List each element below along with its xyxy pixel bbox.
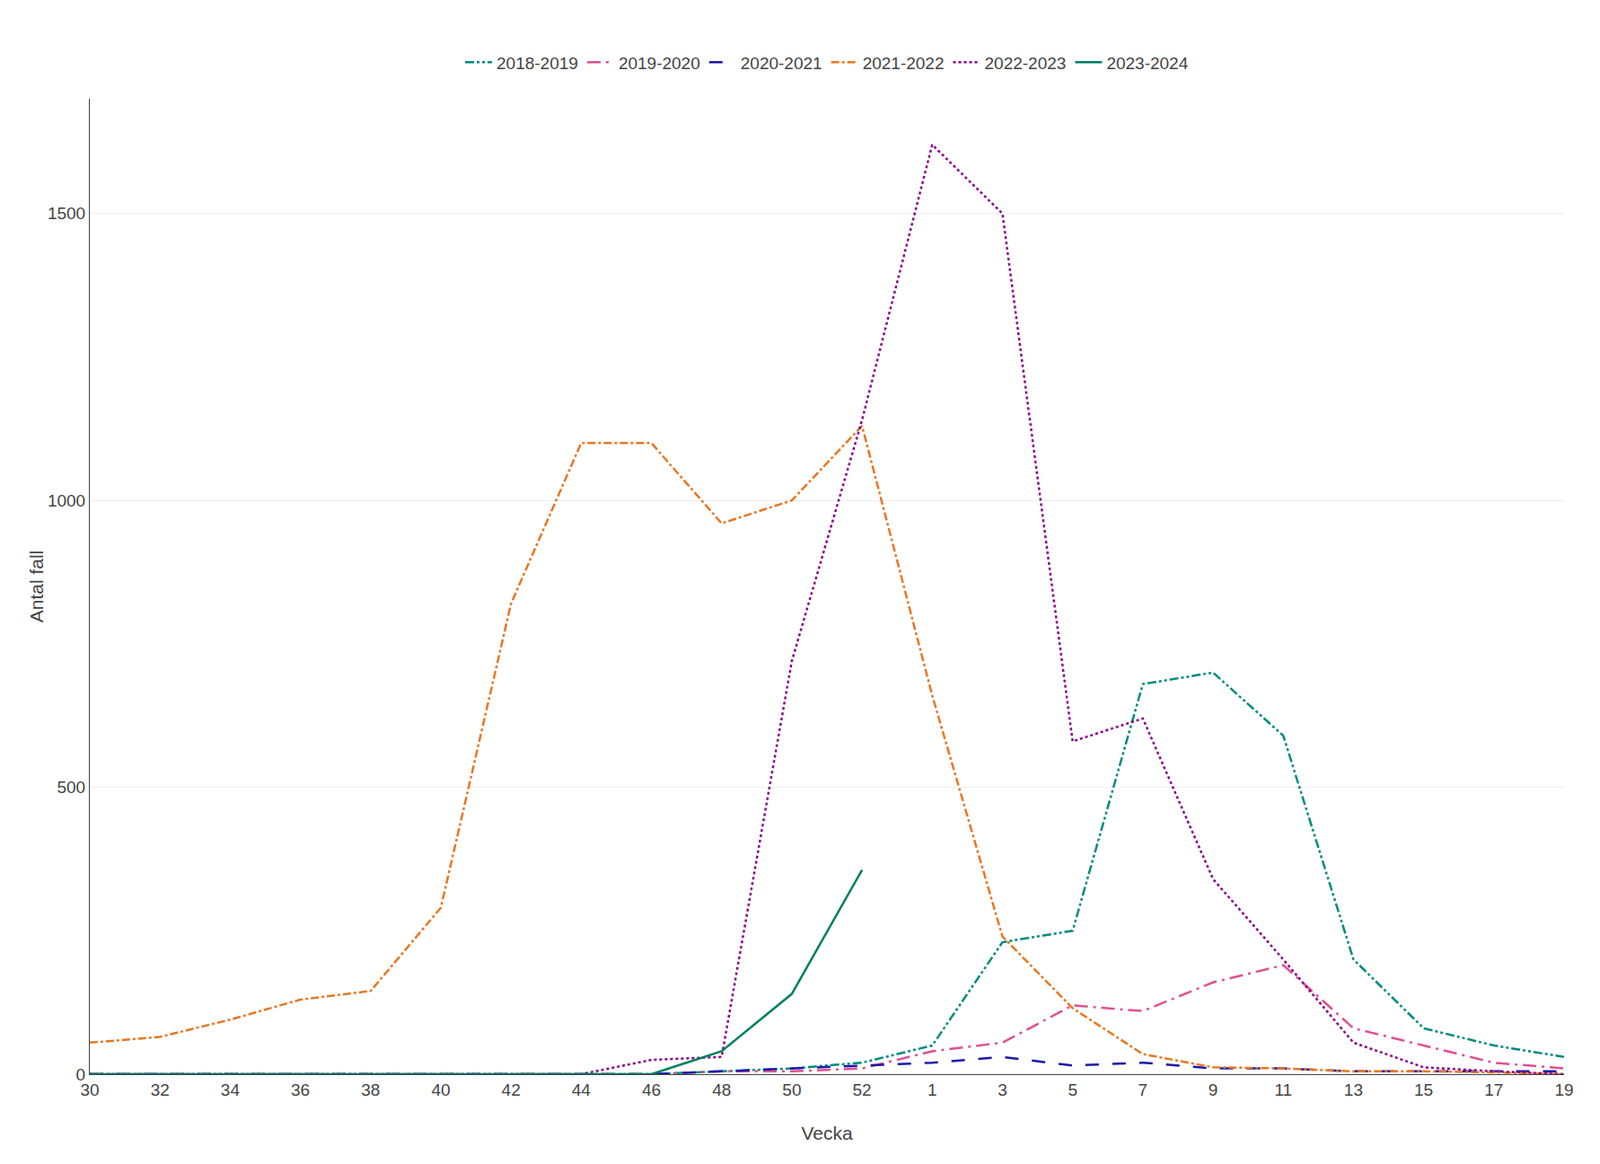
svg-text:40: 40	[430, 1080, 450, 1099]
svg-text:500: 500	[56, 777, 86, 797]
svg-text:11: 11	[1274, 1080, 1293, 1099]
svg-text:38: 38	[360, 1080, 380, 1099]
svg-text:Vecka: Vecka	[800, 1122, 853, 1143]
svg-text:0: 0	[76, 1064, 87, 1084]
svg-text:7: 7	[1138, 1080, 1149, 1099]
svg-text:15: 15	[1414, 1080, 1433, 1099]
svg-text:3: 3	[997, 1080, 1008, 1099]
svg-text:17: 17	[1484, 1080, 1504, 1099]
svg-text:44: 44	[571, 1080, 592, 1099]
svg-text:30: 30	[79, 1080, 99, 1099]
svg-text:50: 50	[782, 1080, 801, 1099]
svg-text:52: 52	[852, 1080, 872, 1099]
svg-text:13: 13	[1344, 1080, 1363, 1099]
svg-text:34: 34	[220, 1080, 241, 1099]
svg-text:2019-2020: 2019-2020	[618, 53, 701, 73]
svg-text:42: 42	[501, 1080, 521, 1099]
svg-text:1000: 1000	[47, 491, 86, 510]
svg-text:46: 46	[641, 1080, 661, 1099]
svg-text:32: 32	[150, 1080, 170, 1099]
svg-text:2023-2024: 2023-2024	[1106, 53, 1188, 73]
svg-text:9: 9	[1208, 1080, 1219, 1099]
svg-text:36: 36	[290, 1080, 310, 1099]
svg-text:Antal fall: Antal fall	[26, 550, 47, 624]
svg-text:2018-2019: 2018-2019	[496, 53, 579, 73]
svg-text:48: 48	[712, 1080, 731, 1099]
svg-text:5: 5	[1067, 1080, 1078, 1099]
svg-text:1500: 1500	[47, 203, 86, 223]
svg-text:2020-2021: 2020-2021	[740, 53, 823, 73]
svg-text:19: 19	[1554, 1080, 1574, 1099]
svg-text:2022-2023: 2022-2023	[984, 53, 1067, 73]
svg-text:1: 1	[927, 1080, 938, 1099]
svg-text:2021-2022: 2021-2022	[862, 53, 945, 73]
